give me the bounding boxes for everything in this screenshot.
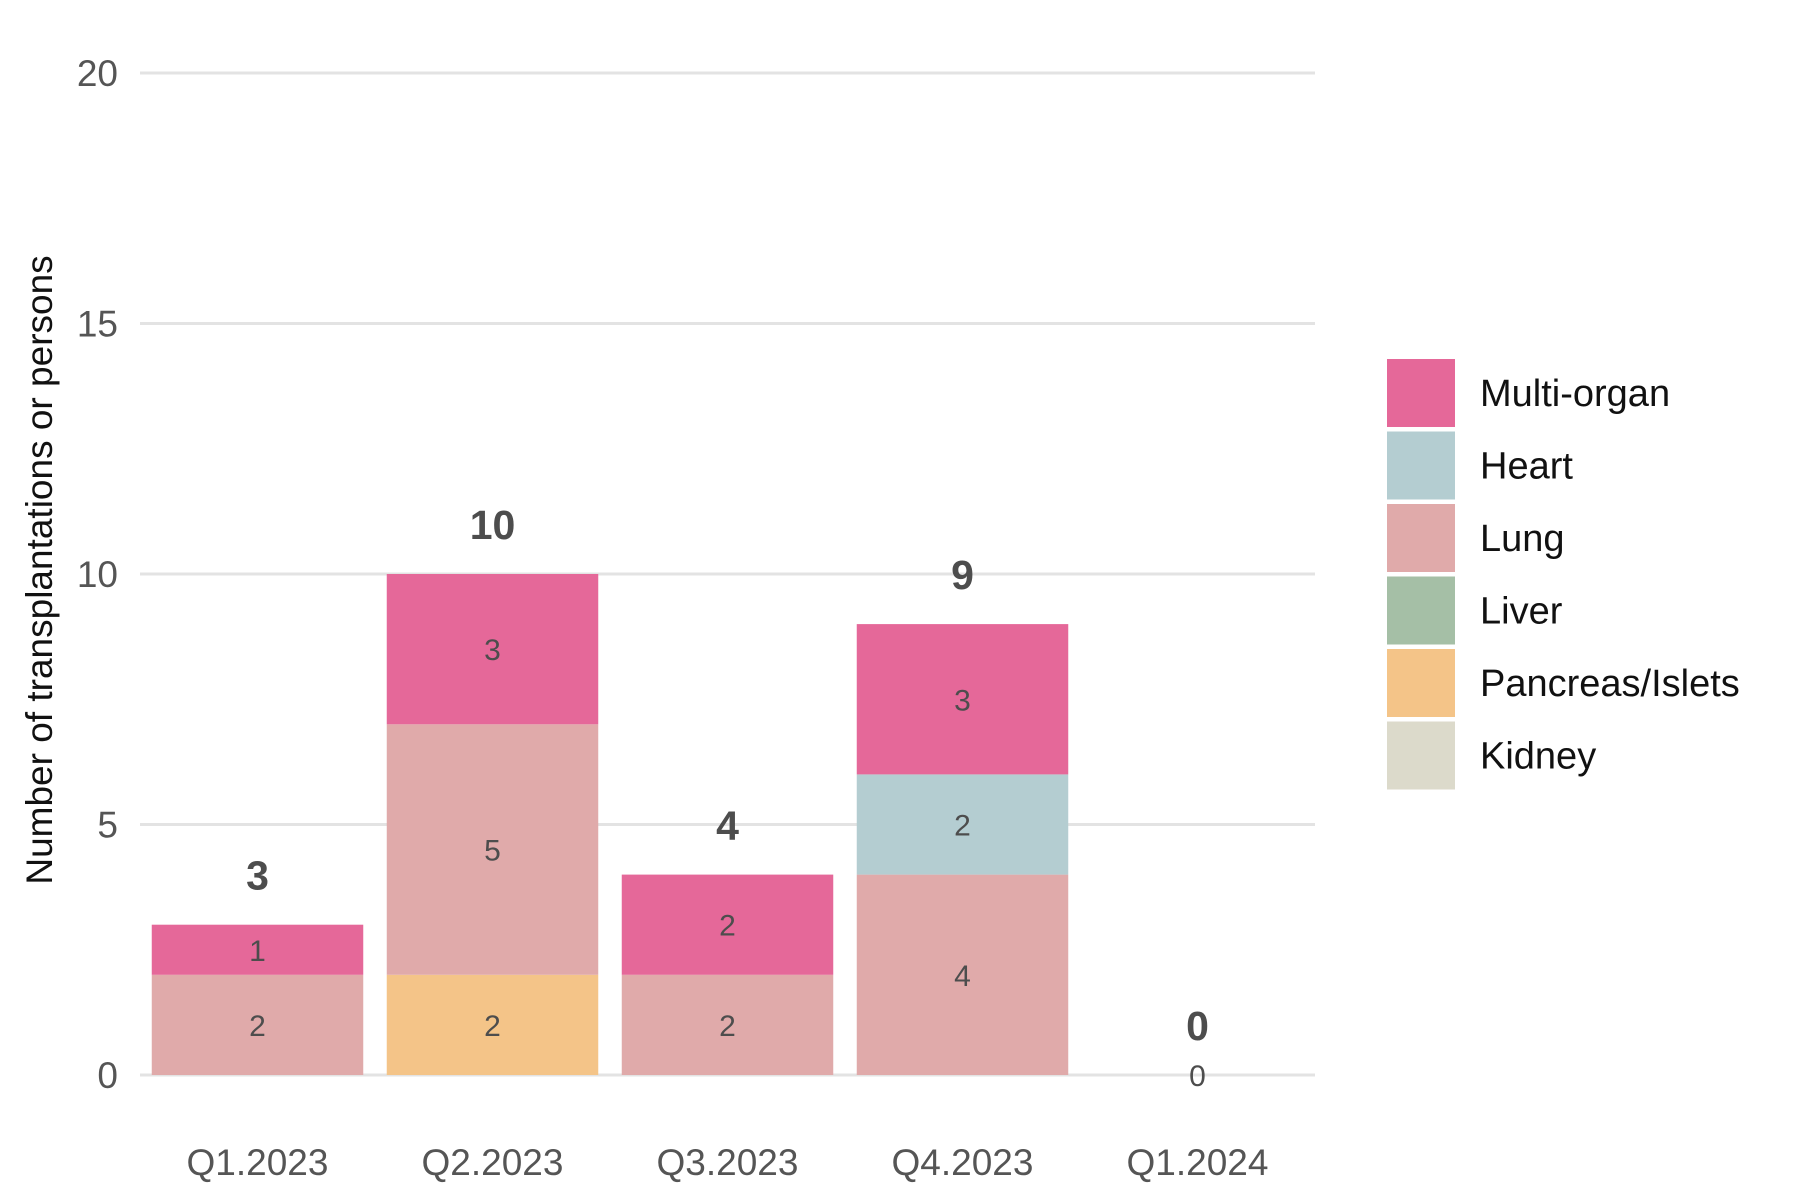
y-tick-label: 0 bbox=[97, 1055, 118, 1096]
x-tick-label: Q1.2023 bbox=[187, 1142, 329, 1183]
x-tick-label: Q1.2024 bbox=[1127, 1142, 1269, 1183]
segment-value-label: 2 bbox=[249, 1010, 266, 1043]
y-axis-title: Number of transplantations or persons bbox=[19, 255, 60, 884]
segment-value-label: 3 bbox=[954, 684, 971, 717]
bar-segment bbox=[621, 974, 834, 1075]
y-tick-label: 10 bbox=[77, 554, 118, 595]
segment-value-label: 4 bbox=[954, 960, 971, 993]
segment-value-label: 2 bbox=[719, 910, 736, 943]
y-tick-label: 5 bbox=[97, 805, 118, 846]
legend-swatch bbox=[1387, 649, 1455, 717]
gridlines bbox=[140, 71, 1315, 1077]
bar-segment bbox=[386, 574, 599, 725]
legend-label: Pancreas/Islets bbox=[1480, 663, 1740, 705]
segment-value-label: 3 bbox=[484, 634, 501, 667]
bar-segment bbox=[151, 924, 364, 975]
bar-segment bbox=[386, 724, 599, 975]
bar-segment bbox=[621, 874, 834, 975]
segment-value-label: 2 bbox=[484, 1010, 501, 1043]
legend: Multi-organ Heart Lung Liver Pancreas/Islets… bbox=[1387, 359, 1740, 790]
legend-swatch bbox=[1387, 721, 1455, 790]
segment-value-label: 5 bbox=[484, 835, 501, 868]
segment-value-label: 2 bbox=[954, 810, 971, 843]
segment-value-label: 1 bbox=[249, 935, 266, 968]
x-tick-label: Q3.2023 bbox=[657, 1142, 799, 1183]
legend-swatch bbox=[1387, 576, 1455, 645]
x-tick-label: Q4.2023 bbox=[892, 1142, 1034, 1183]
y-tick-label: 20 bbox=[77, 53, 118, 94]
x-tick-label: Q2.2023 bbox=[422, 1142, 564, 1183]
legend-label: Heart bbox=[1480, 446, 1573, 488]
legend-label: Multi-organ bbox=[1480, 373, 1670, 415]
bar-total-label: 4 bbox=[716, 803, 739, 849]
legend-label: Liver bbox=[1480, 591, 1563, 633]
legend-swatch bbox=[1387, 504, 1455, 572]
segment-value-label: 2 bbox=[719, 1010, 736, 1043]
bar-total-label: 0 bbox=[1186, 1003, 1209, 1049]
bar-segment bbox=[856, 624, 1069, 775]
bar-segment bbox=[856, 874, 1069, 1075]
bar-segment bbox=[151, 974, 364, 1075]
legend-swatch bbox=[1387, 431, 1455, 500]
y-tick-label: 15 bbox=[77, 304, 118, 345]
bar-segment bbox=[386, 974, 599, 1075]
legend-label: Kidney bbox=[1480, 736, 1596, 778]
bar-segment bbox=[856, 774, 1069, 875]
segment-value-label: 0 bbox=[1189, 1060, 1206, 1093]
legend-swatch bbox=[1387, 359, 1455, 427]
bar-total-label: 9 bbox=[951, 552, 974, 598]
legend-label: Lung bbox=[1480, 518, 1565, 560]
bar-total-label: 3 bbox=[246, 853, 269, 899]
bar-total-label: 10 bbox=[470, 502, 516, 548]
bar-labels: 2 1 3 2 5 3 10 2 2 4 4 2 3 9 0 0 bbox=[246, 502, 1209, 1093]
bars bbox=[151, 574, 1069, 1075]
